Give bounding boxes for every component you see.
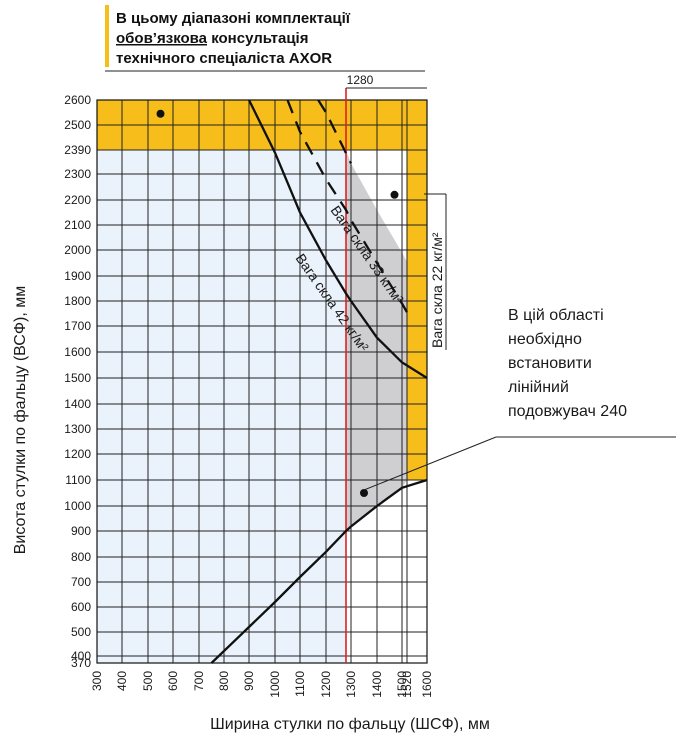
plot-frame <box>96 99 428 664</box>
y-tick-label-600: 600 <box>71 600 91 614</box>
y-tick-label-2390: 2390 <box>64 143 91 157</box>
annotation-line-2: необхідно <box>508 331 582 348</box>
y-tick-label-1600: 1600 <box>64 345 91 359</box>
y-tick-label-1100: 1100 <box>65 473 91 487</box>
y-tick-label-1400: 1400 <box>64 397 91 411</box>
y-tick-label-1900: 1900 <box>64 269 91 283</box>
chart-markers <box>156 109 399 497</box>
marker-dot-3 <box>360 489 368 497</box>
x-tick-label-400: 400 <box>115 671 129 691</box>
x-tick-label-600: 600 <box>166 671 180 691</box>
y-tick-label-400: 400 <box>71 649 91 663</box>
y-tick-label-900: 900 <box>71 524 91 538</box>
chart-ticks: 3704005006007008009001000110012001300140… <box>64 93 434 698</box>
y-tick-label-2200: 2200 <box>64 193 91 207</box>
reference-line-label: 1280 <box>347 73 374 87</box>
x-tick-label-1300: 1300 <box>344 671 358 698</box>
x-tick-label-1500: 1500 <box>395 671 409 698</box>
x-tick-label-300: 300 <box>90 671 104 691</box>
chart-regions <box>97 100 427 663</box>
y-tick-label-500: 500 <box>71 625 91 639</box>
x-tick-label-1520: 1520 <box>400 671 414 698</box>
y-axis-title: Висота стулки по фальцу (ВСФ), мм <box>12 286 29 554</box>
x-tick-label-1000: 1000 <box>268 671 282 698</box>
y-tick-label-1200: 1200 <box>64 447 91 461</box>
curve-label-22: Вага скла 22 кг/м² <box>429 232 445 348</box>
y-tick-label-2500: 2500 <box>64 118 91 132</box>
x-tick-label-700: 700 <box>192 671 206 691</box>
y-tick-label-1500: 1500 <box>64 371 91 385</box>
x-tick-label-800: 800 <box>217 671 231 691</box>
annotation-pointer <box>363 436 497 491</box>
series-line-1 <box>247 99 428 379</box>
x-tick-label-1100: 1100 <box>293 671 307 697</box>
x-tick-label-900: 900 <box>242 671 256 691</box>
annotation-line-3: встановити <box>508 355 592 372</box>
marker-dot-1 <box>156 109 165 118</box>
annotation-line-5: подовжувач 240 <box>508 403 627 420</box>
y-tick-label-2100: 2100 <box>64 218 91 232</box>
y-tick-label-2600: 2600 <box>64 93 91 107</box>
header-line-3: технічного спеціаліста AXOR <box>116 50 332 67</box>
x-axis-title: Ширина стулки по фальцу (ШСФ), мм <box>210 716 490 733</box>
series-line-3 <box>317 99 353 164</box>
annotation-line-1: В цій області <box>508 307 604 324</box>
series-line-4 <box>210 478 428 664</box>
y-tick-label-2000: 2000 <box>64 243 91 257</box>
header-line-2: обов’язкова консультація <box>116 30 308 47</box>
annotation-line-4: лінійний <box>508 379 569 396</box>
marker-dot-2 <box>390 190 399 199</box>
y-tick-label-700: 700 <box>71 575 91 589</box>
consultation-zone-right <box>407 150 427 480</box>
header-line-1: В цьому діапазоні комплектації <box>116 10 351 27</box>
x-tick-label-1600: 1600 <box>420 671 434 698</box>
header-underlined-word: обов’язкова <box>116 30 208 47</box>
y-tick-label-2300: 2300 <box>64 167 91 181</box>
x-tick-label-1200: 1200 <box>319 671 333 698</box>
x-tick-label-1400: 1400 <box>370 671 384 698</box>
chart-series <box>210 87 428 664</box>
y-tick-label-1300: 1300 <box>64 422 91 436</box>
header-accent-bar <box>105 5 109 67</box>
y-tick-label-800: 800 <box>71 550 91 564</box>
y-tick-label-370: 370 <box>71 656 91 670</box>
y-tick-label-1700: 1700 <box>64 319 91 333</box>
standard-zone <box>97 150 346 663</box>
header-line-2-rest: консультація <box>207 30 308 47</box>
x-tick-label-500: 500 <box>141 671 155 691</box>
y-tick-label-1800: 1800 <box>64 294 91 308</box>
y-tick-label-1000: 1000 <box>64 499 91 513</box>
